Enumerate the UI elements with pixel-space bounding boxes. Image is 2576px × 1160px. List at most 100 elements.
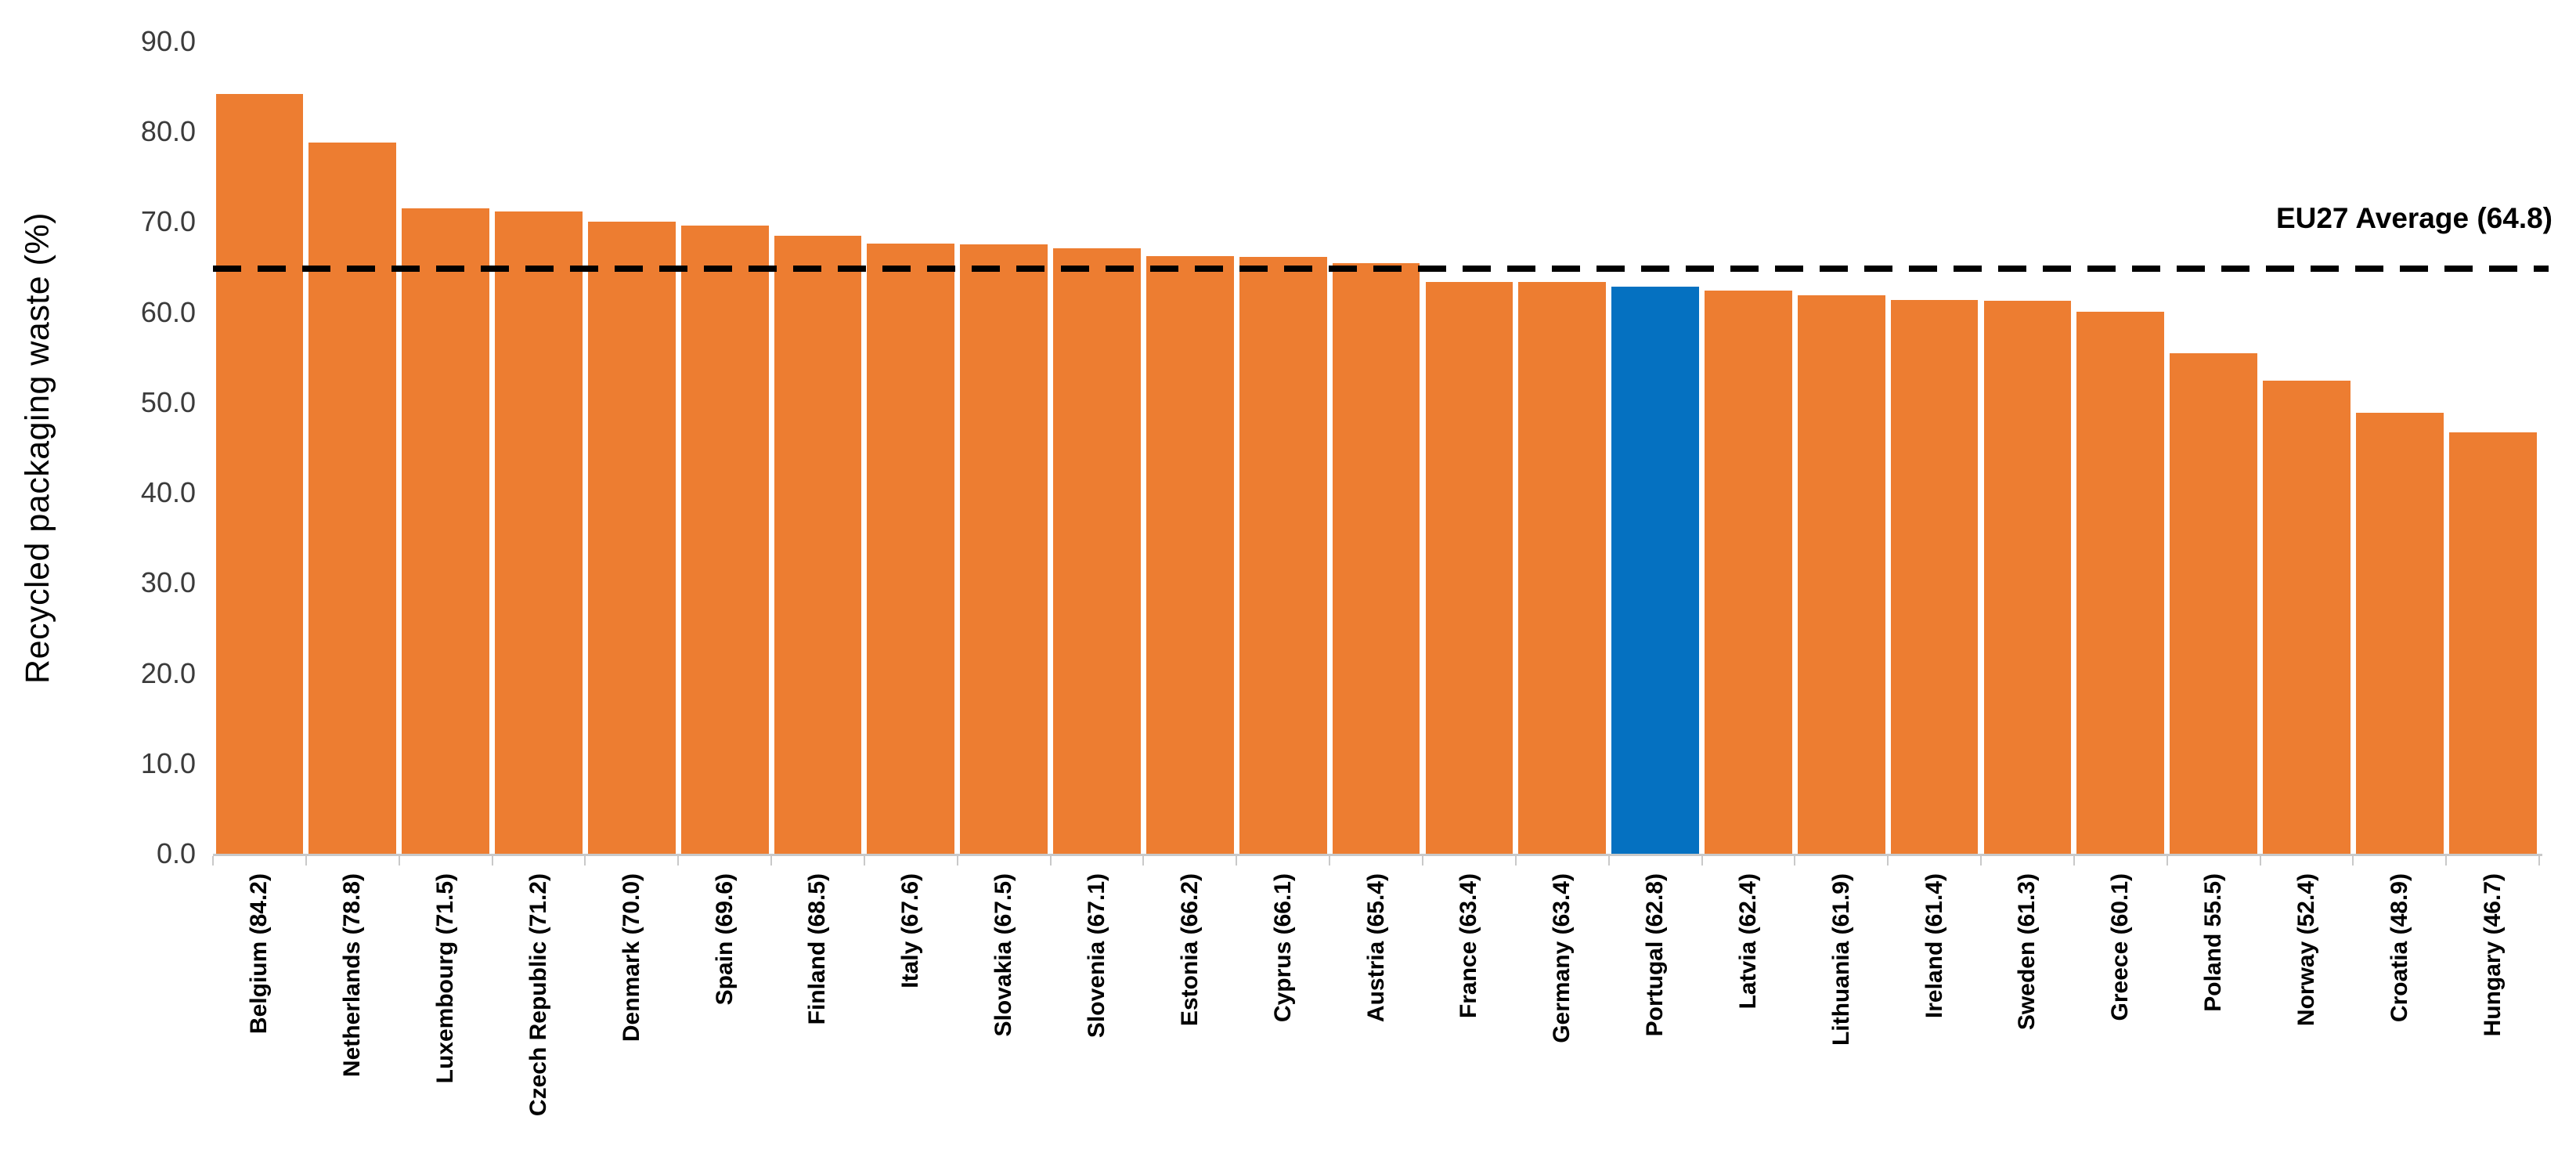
- bar-estonia: [1146, 256, 1234, 854]
- x-axis-tick: [770, 856, 773, 865]
- category-slot-ireland: Ireland (61.4): [1887, 42, 1981, 1018]
- category-slot-sweden: Sweden (61.3): [1980, 42, 2074, 1030]
- bar-portugal: [1611, 287, 1699, 854]
- category-slot-cyprus: Cyprus (66.1): [1236, 42, 1329, 1022]
- bar-croatia: [2355, 412, 2444, 854]
- x-axis-tick: [1421, 856, 1423, 865]
- category-slot-czech-republic: Czech Republic (71.2): [491, 42, 586, 1116]
- bar-spain: [680, 226, 769, 854]
- bar-netherlands: [308, 143, 397, 854]
- x-axis-tick: [2352, 856, 2354, 865]
- y-axis-tick-label: 0.0: [156, 837, 196, 869]
- category-slot-portugal: Portugal (62.8): [1607, 42, 1702, 1036]
- x-axis-label-france: France (63.4): [1456, 873, 1482, 1019]
- category-slot-germany: Germany (63.4): [1514, 42, 1609, 1043]
- x-axis-label-portugal: Portugal (62.8): [1642, 873, 1669, 1037]
- x-axis-label-belgium: Belgium (84.2): [246, 873, 272, 1035]
- category-slot-lithuania: Lithuania (61.9): [1794, 42, 1888, 1046]
- bar-norway: [2263, 381, 2351, 854]
- bar-latvia: [1705, 291, 1792, 854]
- x-axis-tick: [2259, 856, 2261, 865]
- bar-greece: [2076, 311, 2165, 854]
- y-axis-tick-label: 50.0: [140, 385, 196, 418]
- x-axis-label-poland: Poland 55.5): [2200, 873, 2227, 1012]
- y-axis-tick-label: 30.0: [140, 566, 196, 599]
- x-axis-label-slovakia: Slovakia (67.5): [990, 873, 1017, 1037]
- category-slot-netherlands: Netherlands (78.8): [305, 42, 399, 1077]
- bar-belgium: [215, 93, 304, 854]
- x-axis-label-croatia: Croatia (48.9): [2386, 873, 2412, 1023]
- x-axis-tick: [1980, 856, 1983, 865]
- x-axis-tick: [491, 856, 493, 865]
- bar-germany: [1518, 281, 1607, 854]
- x-axis-label-denmark: Denmark (70.0): [618, 873, 644, 1043]
- x-axis-label-czech-republic: Czech Republic (71.2): [525, 873, 551, 1117]
- x-axis-label-germany: Germany (63.4): [1549, 873, 1575, 1043]
- category-slot-denmark: Denmark (70.0): [584, 42, 678, 1042]
- x-axis-tick: [1329, 856, 1331, 865]
- x-axis-tick: [398, 856, 400, 865]
- x-axis-tick: [2445, 856, 2448, 865]
- x-axis-tick: [2166, 856, 2168, 865]
- x-axis-tick: [1049, 856, 1052, 865]
- x-axis-label-latvia: Latvia (62.4): [1734, 873, 1761, 1010]
- category-slot-poland: Poland 55.5): [2166, 42, 2260, 1012]
- category-slot-slovenia: Slovenia (67.1): [1049, 42, 1144, 1038]
- category-slot-belgium: Belgium (84.2): [212, 42, 306, 1034]
- bar-slovenia: [1053, 248, 1141, 854]
- bar-hungary: [2448, 432, 2537, 854]
- x-axis-label-spain: Spain (69.6): [711, 873, 738, 1006]
- x-axis-tick: [956, 856, 958, 865]
- y-axis-tick-label: 70.0: [140, 205, 196, 238]
- x-axis-label-cyprus: Cyprus (66.1): [1269, 873, 1296, 1023]
- bar-sweden: [1983, 300, 2072, 854]
- category-slot-italy: Italy (67.6): [863, 42, 958, 988]
- y-axis-tick-label: 60.0: [140, 295, 196, 328]
- x-axis-label-sweden: Sweden (61.3): [2014, 873, 2040, 1031]
- y-axis-tick-label: 80.0: [140, 115, 196, 148]
- x-axis-label-lithuania: Lithuania (61.9): [1827, 873, 1854, 1046]
- y-axis-tick-label: 90.0: [140, 25, 196, 57]
- category-slot-norway: Norway (52.4): [2259, 42, 2354, 1026]
- x-axis-tick: [1607, 856, 1610, 865]
- x-axis-tick: [2538, 856, 2541, 865]
- x-axis-label-norway: Norway (52.4): [2293, 873, 2319, 1027]
- bar-italy: [867, 244, 955, 854]
- x-axis-tick: [677, 856, 680, 865]
- x-axis-label-hungary: Hungary (46.7): [2479, 873, 2506, 1037]
- category-slot-france: France (63.4): [1421, 42, 1516, 1018]
- x-axis-label-slovenia: Slovenia (67.1): [1084, 873, 1110, 1039]
- eu27-average-line: [213, 266, 2549, 273]
- y-axis: 90.0 80.0 70.0 60.0 50.0 40.0 30.0 20.0 10.0 0.0: [0, 25, 196, 869]
- category-slot-greece: Greece (60.1): [2073, 42, 2167, 1021]
- category-slot-estonia: Estonia (66.2): [1142, 42, 1236, 1026]
- x-axis-label-luxembourg: Luxembourg (71.5): [432, 873, 459, 1084]
- x-axis-tick: [1794, 856, 1796, 865]
- bar-france: [1425, 281, 1513, 854]
- bar-czech-republic: [495, 211, 583, 854]
- x-axis-tick: [2073, 856, 2075, 865]
- category-slot-croatia: Croatia (48.9): [2352, 42, 2446, 1022]
- bar-austria: [1332, 263, 1420, 854]
- x-axis-label-ireland: Ireland (61.4): [1921, 873, 1947, 1019]
- x-axis-tick: [1701, 856, 1703, 865]
- category-slot-spain: Spain (69.6): [677, 42, 771, 1005]
- category-slot-latvia: Latvia (62.4): [1701, 42, 1795, 1009]
- bar-finland: [774, 235, 862, 854]
- x-axis-tick: [1514, 856, 1517, 865]
- x-axis-tick: [584, 856, 586, 865]
- category-slot-hungary: Hungary (46.7): [2445, 42, 2541, 1036]
- x-axis-tick: [212, 856, 214, 865]
- category-slot-luxembourg: Luxembourg (71.5): [398, 42, 492, 1083]
- x-axis-line: [213, 854, 2542, 856]
- bar-poland: [2170, 352, 2257, 854]
- bar-cyprus: [1239, 257, 1327, 854]
- bar-lithuania: [1797, 295, 1885, 854]
- bar-denmark: [587, 222, 676, 854]
- x-axis-label-netherlands: Netherlands (78.8): [339, 873, 366, 1078]
- category-slot-slovakia: Slovakia (67.5): [956, 42, 1051, 1036]
- x-axis-label-italy: Italy (67.6): [897, 873, 924, 988]
- bar-luxembourg: [402, 208, 489, 854]
- y-axis-tick-label: 40.0: [140, 476, 196, 509]
